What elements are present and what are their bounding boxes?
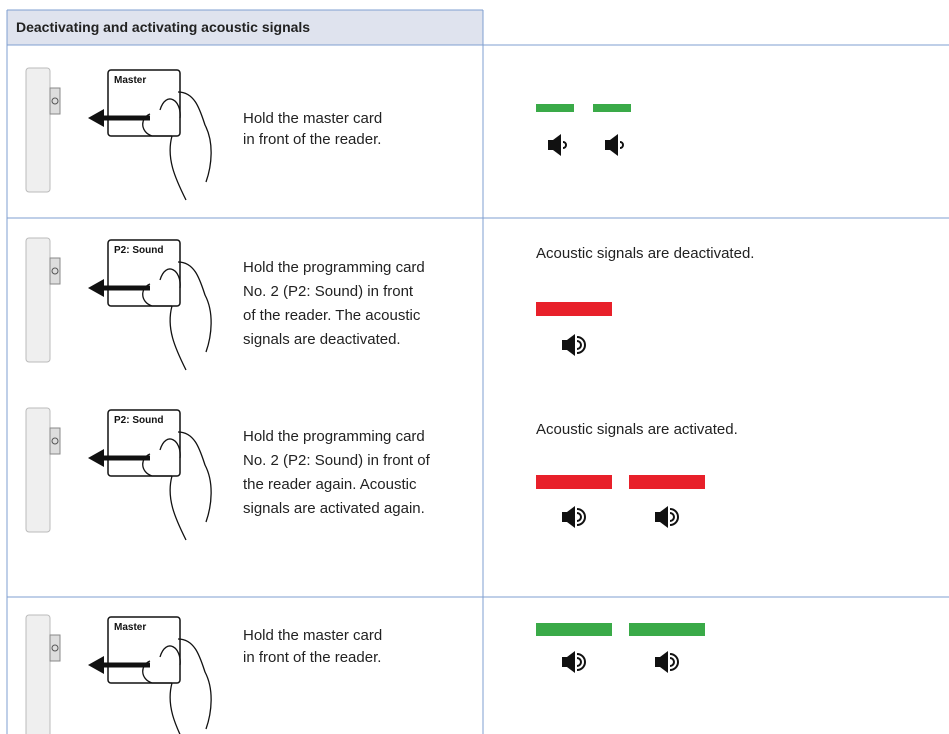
hand bbox=[142, 638, 212, 734]
card-label: P2: Sound bbox=[114, 415, 163, 426]
sound-wave bbox=[576, 512, 582, 522]
arrow-head bbox=[88, 656, 104, 674]
hand bbox=[142, 91, 212, 201]
instruction-text: the reader again. Acoustic bbox=[243, 476, 417, 493]
speaker-icon bbox=[548, 134, 567, 156]
instruction-text: of the reader. The acoustic bbox=[243, 307, 421, 324]
instruction-text: in front of the reader. bbox=[243, 131, 381, 148]
instruction-text: Hold the master card bbox=[243, 110, 382, 127]
arrow-head bbox=[88, 279, 104, 297]
reader-sensor bbox=[51, 267, 59, 275]
card-illustration: P2: Sound bbox=[25, 407, 212, 541]
speaker-icon bbox=[655, 651, 679, 673]
header-title: Deactivating and activating acoustic sig… bbox=[16, 19, 310, 35]
speaker-icon bbox=[562, 506, 586, 528]
speaker-icon bbox=[562, 334, 586, 356]
instruction-text: Hold the master card bbox=[243, 627, 382, 644]
sound-wave bbox=[576, 508, 586, 526]
signal-bar bbox=[536, 302, 612, 316]
speaker-cone bbox=[660, 506, 668, 528]
result-text: Acoustic signals are deactivated. bbox=[536, 245, 754, 262]
sound-wave bbox=[669, 508, 679, 526]
signal-bar bbox=[536, 475, 612, 489]
speaker-icon bbox=[562, 651, 586, 673]
speaker-body bbox=[548, 140, 553, 150]
speaker-body bbox=[562, 512, 567, 522]
instruction-text: Hold the programming card bbox=[243, 428, 425, 445]
instruction-text: signals are deactivated. bbox=[243, 331, 401, 348]
reader bbox=[25, 614, 51, 734]
reader-sensor bbox=[51, 97, 59, 105]
card-illustration: Master bbox=[25, 67, 212, 201]
speaker-body bbox=[605, 140, 610, 150]
card-illustration: Master bbox=[25, 614, 212, 734]
reader bbox=[25, 407, 51, 533]
reader bbox=[25, 67, 51, 193]
reader-sensor bbox=[51, 437, 59, 445]
instruction-text: No. 2 (P2: Sound) in front of bbox=[243, 452, 431, 469]
card-label: Master bbox=[114, 622, 146, 633]
speaker-cone bbox=[660, 651, 668, 673]
signal-bar bbox=[536, 104, 574, 112]
card-illustration: P2: Sound bbox=[25, 237, 212, 371]
hand bbox=[142, 431, 212, 541]
instruction-text: No. 2 (P2: Sound) in front bbox=[243, 283, 414, 300]
sound-wave bbox=[562, 141, 567, 149]
reader-window bbox=[49, 427, 61, 455]
hand bbox=[142, 261, 212, 371]
arrow-head bbox=[88, 449, 104, 467]
reader-window bbox=[49, 257, 61, 285]
sound-wave bbox=[576, 653, 586, 671]
sound-wave bbox=[576, 340, 582, 350]
signal-bar bbox=[593, 104, 631, 112]
reader-window bbox=[49, 634, 61, 662]
arrow-head bbox=[88, 109, 104, 127]
speaker-cone bbox=[610, 134, 618, 156]
speaker-icon bbox=[655, 506, 679, 528]
sound-wave bbox=[669, 653, 679, 671]
card-label: Master bbox=[114, 75, 146, 86]
sound-wave bbox=[576, 336, 586, 354]
sound-wave bbox=[669, 657, 675, 667]
speaker-cone bbox=[553, 134, 561, 156]
sound-wave bbox=[619, 141, 624, 149]
table-borders bbox=[6, 9, 949, 734]
result-text: Acoustic signals are activated. bbox=[536, 421, 738, 438]
instruction-text: in front of the reader. bbox=[243, 649, 381, 666]
speaker-cone bbox=[567, 651, 575, 673]
speaker-cone bbox=[567, 334, 575, 356]
signal-bar bbox=[629, 475, 705, 489]
signal-bar bbox=[536, 623, 612, 636]
speaker-body bbox=[655, 512, 660, 522]
speaker-body bbox=[562, 657, 567, 667]
reader-window bbox=[49, 87, 61, 115]
instruction-text: Hold the programming card bbox=[243, 259, 425, 276]
speaker-cone bbox=[567, 506, 575, 528]
header-cell bbox=[7, 10, 483, 45]
reader-sensor bbox=[51, 644, 59, 652]
speaker-body bbox=[655, 657, 660, 667]
instruction-text: signals are activated again. bbox=[243, 500, 425, 517]
reader bbox=[25, 237, 51, 363]
signal-bar bbox=[629, 623, 705, 636]
sound-wave bbox=[669, 512, 675, 522]
card-label: P2: Sound bbox=[114, 245, 163, 256]
speaker-icon bbox=[605, 134, 624, 156]
sound-wave bbox=[576, 657, 582, 667]
speaker-body bbox=[562, 340, 567, 350]
